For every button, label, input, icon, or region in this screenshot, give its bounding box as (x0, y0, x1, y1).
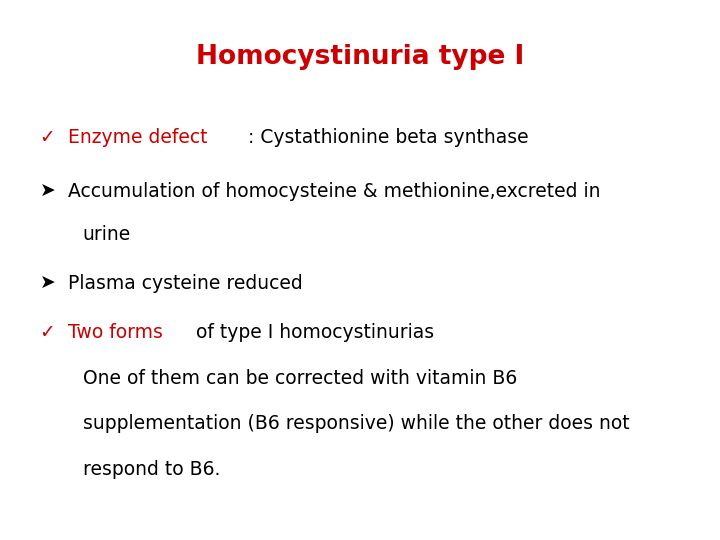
Text: One of them can be corrected with vitamin B6: One of them can be corrected with vitami… (83, 368, 517, 388)
Text: Accumulation of homocysteine & methionine,excreted in: Accumulation of homocysteine & methionin… (68, 182, 600, 201)
Text: ✓: ✓ (40, 128, 61, 147)
Text: Two forms: Two forms (68, 322, 163, 342)
Text: urine: urine (83, 225, 131, 245)
Text: ✓: ✓ (40, 322, 61, 342)
Text: respond to B6.: respond to B6. (83, 460, 220, 480)
Text: ➤: ➤ (40, 182, 61, 201)
Text: Enzyme defect: Enzyme defect (68, 128, 207, 147)
Text: Homocystinuria type I: Homocystinuria type I (196, 44, 524, 70)
Text: ➤: ➤ (40, 274, 61, 293)
Text: supplementation (B6 responsive) while the other does not: supplementation (B6 responsive) while th… (83, 414, 629, 434)
Text: of type I homocystinurias: of type I homocystinurias (190, 322, 434, 342)
Text: : Cystathionine beta synthase: : Cystathionine beta synthase (248, 128, 528, 147)
Text: Plasma cysteine reduced: Plasma cysteine reduced (68, 274, 302, 293)
